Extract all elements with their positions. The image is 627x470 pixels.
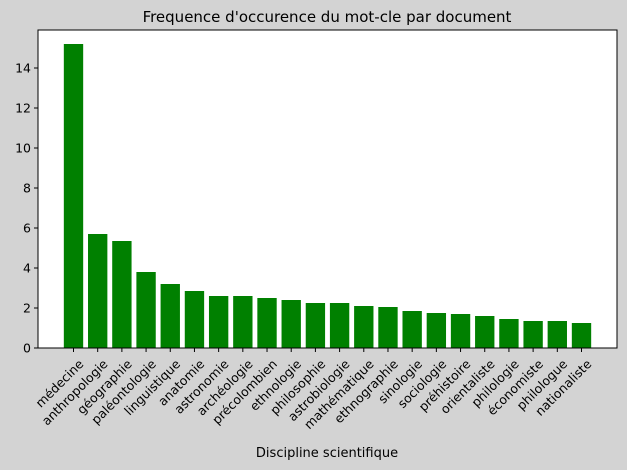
y-tick-label-3: 6 bbox=[23, 221, 31, 236]
y-tick-label-0: 0 bbox=[23, 341, 31, 356]
y-tick-label-6: 12 bbox=[15, 101, 31, 116]
x-axis-label: Discipline scientifique bbox=[256, 446, 398, 461]
plot-frame bbox=[37, 29, 618, 349]
y-tick-label-5: 10 bbox=[15, 141, 31, 156]
bar-17 bbox=[475, 316, 495, 348]
bar-18 bbox=[499, 319, 519, 348]
bar-13 bbox=[378, 307, 398, 348]
bar-19 bbox=[523, 321, 543, 348]
bar-4 bbox=[160, 284, 180, 348]
bar-20 bbox=[547, 321, 567, 348]
bars-group bbox=[63, 44, 592, 348]
y-tick-label-4: 8 bbox=[23, 181, 31, 196]
bar-12 bbox=[354, 306, 374, 348]
y-tick-label-1: 2 bbox=[23, 301, 31, 316]
x-axis: médecineanthropologiegéographiepaléontol… bbox=[32, 348, 595, 432]
y-axis: 0 2 4 6 8 10 12 14 bbox=[15, 61, 38, 356]
bar-8 bbox=[257, 298, 277, 348]
bar-21 bbox=[571, 323, 592, 348]
bar-9 bbox=[281, 300, 301, 348]
y-tick-label-7: 14 bbox=[15, 61, 31, 76]
bar-0 bbox=[63, 44, 84, 348]
bar-7 bbox=[233, 296, 253, 348]
chart-title: Frequence d'occurence du mot-cle par doc… bbox=[143, 8, 512, 26]
bar-1 bbox=[88, 234, 108, 348]
bar-6 bbox=[208, 296, 229, 348]
bar-5 bbox=[184, 291, 205, 348]
bar-3 bbox=[136, 272, 156, 348]
bar-14 bbox=[402, 311, 422, 348]
bar-10 bbox=[305, 303, 326, 348]
bar-16 bbox=[450, 314, 471, 348]
bar-11 bbox=[329, 303, 350, 348]
bar-15 bbox=[426, 313, 447, 348]
bar-2 bbox=[112, 241, 132, 348]
y-tick-label-2: 4 bbox=[23, 261, 31, 276]
plot-area bbox=[38, 30, 617, 348]
